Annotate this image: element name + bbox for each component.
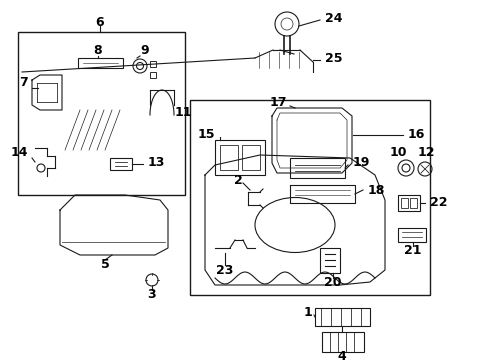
- Text: 11: 11: [175, 105, 192, 118]
- Bar: [150, 61, 156, 67]
- Bar: [314, 308, 369, 326]
- Text: 2: 2: [233, 174, 242, 186]
- Bar: [78, 58, 123, 68]
- Bar: [150, 72, 156, 78]
- Bar: [321, 332, 363, 352]
- Text: 16: 16: [407, 129, 425, 141]
- Text: 22: 22: [429, 197, 447, 210]
- Text: 15: 15: [197, 129, 215, 141]
- Bar: [242, 145, 260, 170]
- Text: 6: 6: [96, 15, 104, 28]
- Bar: [319, 248, 339, 273]
- Text: 21: 21: [404, 243, 421, 256]
- Text: 24: 24: [325, 12, 342, 24]
- Text: 25: 25: [325, 51, 342, 64]
- Bar: [289, 158, 345, 178]
- Bar: [397, 195, 419, 211]
- Bar: [215, 140, 264, 175]
- Text: 8: 8: [94, 45, 102, 58]
- Text: 17: 17: [269, 96, 286, 109]
- Text: 13: 13: [148, 156, 165, 168]
- Text: 19: 19: [352, 157, 369, 170]
- Text: 4: 4: [337, 350, 346, 360]
- Text: 9: 9: [141, 45, 149, 58]
- Text: 1: 1: [303, 306, 311, 320]
- Text: 3: 3: [147, 288, 156, 302]
- Text: 20: 20: [324, 275, 341, 288]
- Text: 18: 18: [367, 184, 385, 197]
- Bar: [220, 145, 238, 170]
- Text: 5: 5: [101, 257, 109, 270]
- Text: 12: 12: [416, 145, 434, 158]
- Bar: [190, 100, 429, 295]
- Bar: [18, 32, 184, 195]
- Text: 23: 23: [216, 264, 233, 276]
- Text: 14: 14: [10, 145, 28, 158]
- Bar: [397, 228, 425, 242]
- Text: 10: 10: [388, 145, 406, 158]
- Bar: [110, 158, 132, 170]
- Bar: [409, 198, 416, 208]
- Bar: [400, 198, 407, 208]
- Text: 7: 7: [19, 76, 28, 89]
